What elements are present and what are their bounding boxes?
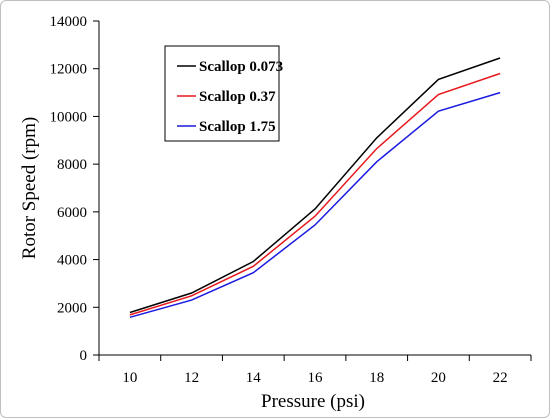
legend-label: Scallop 0.37 bbox=[199, 89, 276, 105]
x-tick-label: 22 bbox=[493, 370, 508, 386]
series-lines bbox=[129, 57, 501, 319]
y-tick-label: 0 bbox=[80, 348, 88, 364]
legend-label: Scallop 1.75 bbox=[199, 119, 276, 135]
series-line-2 bbox=[129, 72, 501, 316]
y-tick-label: 12000 bbox=[50, 62, 88, 78]
x-tick-label: 12 bbox=[184, 370, 199, 386]
x-ticks: 10 12 14 16 18 20 22 bbox=[98, 355, 532, 386]
x-tick-label: 14 bbox=[246, 370, 262, 386]
y-axis-title: Rotor Speed (rpm) bbox=[19, 117, 40, 259]
x-tick-label: 16 bbox=[308, 370, 324, 386]
y-tick-label: 8000 bbox=[57, 157, 87, 173]
x-tick-label: 18 bbox=[369, 370, 384, 386]
legend-box bbox=[164, 45, 280, 142]
y-tick-label: 4000 bbox=[57, 253, 87, 269]
legend-label: Scallop 0.073 bbox=[199, 59, 283, 75]
series-line-1 bbox=[129, 57, 501, 314]
x-axis-title: Pressure (psi) bbox=[261, 391, 365, 412]
y-tick-label: 2000 bbox=[57, 300, 87, 316]
y-ticks: 0 2000 4000 6000 8000 10000 12000 14000 bbox=[50, 14, 99, 364]
y-tick-label: 10000 bbox=[50, 109, 88, 125]
legend: Scallop 0.073 Scallop 0.37 Scallop 1.75 bbox=[164, 45, 283, 142]
x-tick-label: 10 bbox=[122, 370, 137, 386]
y-tick-label: 6000 bbox=[57, 205, 87, 221]
series-line-3 bbox=[129, 91, 501, 319]
axes bbox=[98, 21, 531, 356]
y-tick-label: 14000 bbox=[50, 14, 88, 30]
x-tick-label: 20 bbox=[431, 370, 446, 386]
